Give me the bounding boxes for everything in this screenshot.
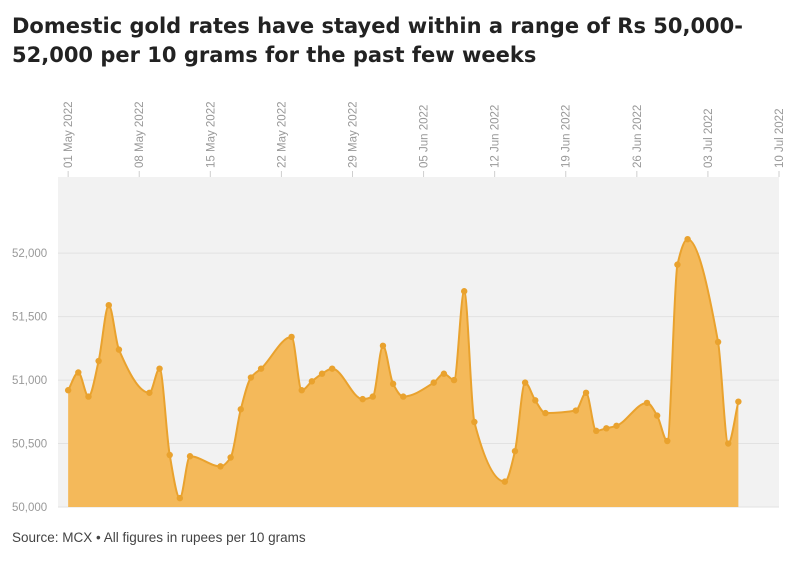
data-point bbox=[115, 346, 123, 353]
data-point bbox=[460, 288, 468, 295]
data-point bbox=[501, 478, 509, 485]
data-point bbox=[156, 365, 163, 372]
data-point bbox=[735, 398, 742, 405]
data-point bbox=[653, 412, 661, 419]
data-point bbox=[85, 393, 92, 400]
data-point bbox=[75, 369, 82, 376]
data-point bbox=[400, 393, 407, 400]
data-point bbox=[714, 338, 722, 346]
data-point bbox=[511, 447, 519, 455]
x-tick-label: 29 May 2022 bbox=[347, 102, 359, 169]
data-point bbox=[95, 357, 102, 365]
data-point bbox=[166, 451, 173, 459]
x-tick-label: 05 Jun 2022 bbox=[419, 105, 431, 168]
x-tick-label: 10 Jul 2022 bbox=[774, 109, 786, 168]
y-axis: 50,000 50,500 51,000 51,500 52,000 bbox=[12, 248, 47, 514]
data-point bbox=[105, 301, 112, 309]
y-tick-label: 50,500 bbox=[12, 439, 47, 451]
data-point bbox=[186, 453, 194, 460]
data-point bbox=[247, 374, 255, 381]
data-point bbox=[643, 399, 651, 407]
x-tick-label: 15 May 2022 bbox=[205, 102, 217, 169]
x-tick-label: 26 Jun 2022 bbox=[632, 105, 644, 168]
data-point bbox=[603, 425, 610, 432]
data-point bbox=[725, 440, 732, 447]
data-point bbox=[359, 395, 366, 403]
data-point bbox=[572, 407, 580, 414]
data-point bbox=[298, 387, 305, 394]
data-point bbox=[146, 389, 153, 396]
data-point bbox=[318, 370, 326, 377]
y-tick-label: 52,000 bbox=[12, 248, 47, 260]
x-tick-label: 19 Jun 2022 bbox=[561, 105, 573, 168]
x-tick-label: 08 May 2022 bbox=[134, 102, 146, 169]
x-tick-label: 01 May 2022 bbox=[63, 102, 75, 169]
data-point bbox=[440, 370, 448, 377]
data-point bbox=[369, 393, 377, 400]
data-point bbox=[308, 378, 316, 385]
data-point bbox=[257, 365, 265, 372]
data-point bbox=[227, 454, 234, 461]
data-point bbox=[471, 418, 478, 426]
data-point bbox=[176, 494, 184, 502]
data-points bbox=[64, 235, 742, 502]
chart-title: Domestic gold rates have stayed within a… bbox=[12, 14, 744, 67]
data-point bbox=[521, 379, 529, 386]
x-axis: 01 May 2022 08 May 2022 15 May 2022 22 May … bbox=[63, 102, 786, 177]
x-tick-label: 03 Jul 2022 bbox=[703, 109, 715, 168]
source-note: Source: MCX • All figures in rupees per … bbox=[12, 530, 306, 545]
x-tick-label: 22 May 2022 bbox=[276, 102, 288, 169]
data-point bbox=[64, 387, 72, 394]
y-tick-label: 51,500 bbox=[12, 312, 47, 324]
data-point bbox=[237, 406, 244, 413]
data-point bbox=[217, 463, 224, 470]
x-tick-label: 12 Jun 2022 bbox=[490, 105, 502, 168]
data-point bbox=[582, 389, 590, 396]
data-point bbox=[532, 397, 539, 404]
y-tick-label: 51,000 bbox=[12, 375, 47, 387]
data-point bbox=[328, 365, 336, 372]
data-point bbox=[664, 437, 671, 445]
data-point bbox=[450, 376, 458, 384]
data-point bbox=[542, 409, 549, 417]
data-point bbox=[613, 422, 620, 429]
data-point bbox=[379, 342, 387, 350]
y-tick-label: 50,000 bbox=[12, 502, 47, 514]
data-point bbox=[593, 427, 600, 435]
data-point bbox=[389, 380, 397, 388]
data-point bbox=[674, 261, 681, 268]
data-point bbox=[430, 379, 437, 386]
data-point bbox=[684, 235, 691, 243]
data-point bbox=[288, 333, 295, 341]
